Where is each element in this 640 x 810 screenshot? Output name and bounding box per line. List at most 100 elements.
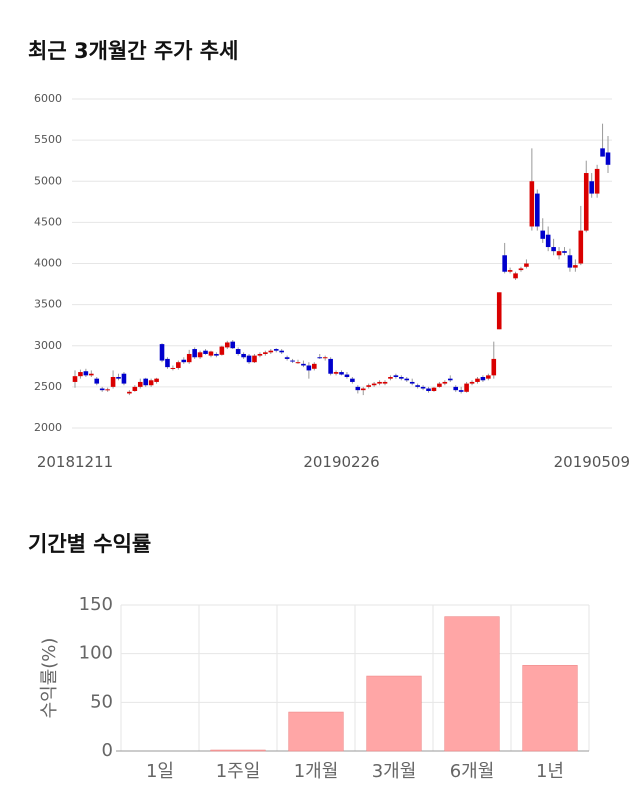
candle-body: [284, 357, 290, 359]
candle-body: [524, 263, 529, 267]
candle-body: [322, 357, 328, 359]
candle-body: [317, 357, 323, 359]
candle-body: [513, 273, 518, 279]
candle-body: [312, 363, 317, 369]
candle-body: [431, 387, 437, 391]
candle-body: [197, 352, 203, 358]
candle-body: [279, 350, 284, 353]
candle-body: [551, 247, 556, 252]
x-tick-label: 1개월: [294, 761, 339, 782]
candle-body: [257, 353, 263, 356]
x-tick-label: 20190226: [303, 453, 379, 471]
candle-body: [360, 388, 366, 391]
candle-body: [159, 344, 165, 361]
y-tick-label: 4500: [34, 215, 62, 228]
candle-body: [219, 346, 225, 355]
candle-body: [94, 378, 100, 384]
y-tick-label: 2000: [34, 421, 62, 434]
candle-body: [263, 352, 268, 354]
candle-body: [589, 181, 594, 194]
candle-body: [110, 377, 116, 387]
candle-body: [529, 181, 535, 227]
candle-body: [154, 378, 159, 382]
candle-body: [301, 363, 306, 366]
candle-body: [241, 353, 246, 358]
candle-body: [273, 349, 279, 351]
candle-body: [371, 383, 377, 386]
chart-title: 기간별 수익률: [28, 532, 151, 556]
candle-body: [426, 388, 431, 391]
x-tick-label: 6개월: [450, 761, 495, 782]
candle-body: [562, 251, 567, 253]
y-tick-label: 6000: [34, 92, 62, 105]
candle-body: [165, 358, 170, 368]
candle-body: [458, 390, 464, 392]
candle-body: [583, 173, 589, 231]
candle-body: [605, 152, 611, 165]
y-tick-label: 2500: [34, 380, 62, 393]
candle-body: [83, 371, 89, 376]
candle-body: [344, 374, 350, 378]
candle-body: [447, 378, 453, 381]
candle-body: [437, 383, 442, 387]
candle-body: [246, 355, 252, 363]
candle-body: [573, 265, 578, 268]
candle-body: [377, 381, 382, 384]
candle-body: [442, 381, 448, 384]
candle-body: [214, 353, 219, 356]
y-tick-label: 100: [79, 643, 113, 664]
candle-body: [230, 341, 236, 349]
candle-body: [252, 355, 257, 363]
candle-body: [176, 362, 181, 368]
y-tick-label: 3500: [34, 298, 62, 311]
candle-body: [224, 342, 230, 348]
candle-body: [534, 193, 540, 227]
bar: [210, 749, 266, 752]
candle-body: [491, 358, 497, 376]
x-tick-label: 3개월: [372, 761, 417, 782]
candle-body: [78, 372, 83, 377]
candle-body: [409, 381, 415, 384]
candle-body: [355, 386, 361, 391]
candle-body: [496, 292, 502, 330]
y-tick-label: 3000: [34, 339, 62, 352]
x-tick-label: 1년: [536, 761, 564, 782]
candle-body: [181, 359, 187, 363]
bar: [444, 616, 500, 752]
candle-body: [594, 168, 600, 194]
candle-body: [600, 148, 605, 157]
candle-body: [328, 358, 333, 374]
candle-body: [339, 372, 344, 375]
y-tick-label: 0: [102, 740, 113, 761]
candle-body: [486, 375, 491, 379]
bar: [288, 711, 344, 752]
candle-body: [333, 372, 339, 374]
candle-body: [415, 385, 420, 387]
y-tick-label: 150: [79, 594, 113, 615]
candle-body: [121, 373, 127, 384]
candle-body: [116, 377, 121, 379]
candle-body: [556, 251, 562, 256]
candle-body: [469, 381, 475, 384]
candle-body: [578, 230, 584, 264]
x-tick-label: 20181211: [37, 453, 113, 471]
candle-body: [137, 381, 143, 387]
candle-body: [148, 380, 154, 386]
candle-body: [475, 378, 480, 382]
y-tick-label: 50: [90, 691, 113, 712]
y-tick-label: 5500: [34, 133, 62, 146]
candle-body: [464, 383, 469, 392]
candle-body: [453, 386, 459, 391]
candle-body: [186, 353, 192, 363]
x-tick-label: 1일: [146, 761, 174, 782]
candle-body: [350, 378, 355, 382]
x-tick-label: 20190509: [554, 453, 630, 471]
candle-body: [393, 375, 399, 378]
y-tick-label: 5000: [34, 174, 62, 187]
x-tick-label: 1주일: [216, 761, 261, 782]
candle-body: [143, 378, 149, 386]
candle-body: [388, 377, 393, 379]
candle-body: [203, 350, 208, 354]
candle-body: [480, 377, 486, 381]
